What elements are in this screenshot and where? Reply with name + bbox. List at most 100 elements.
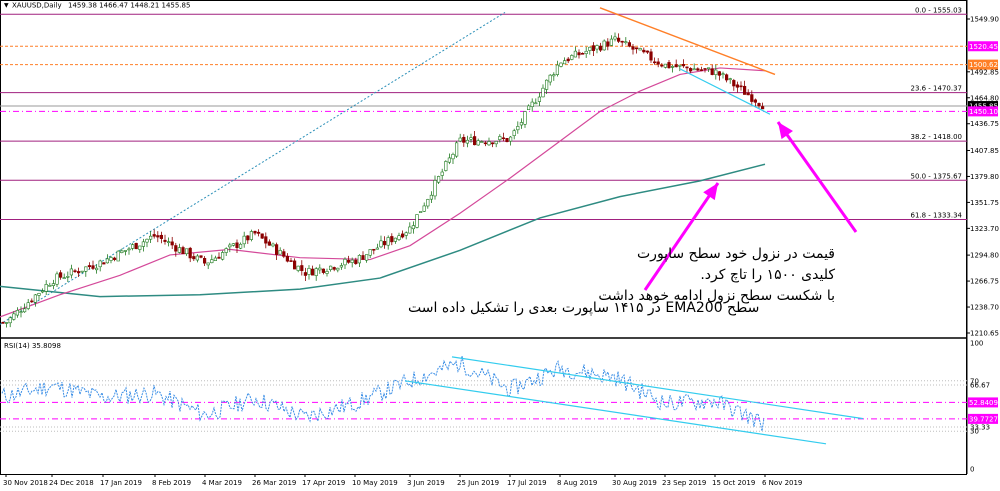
candle-body [609,38,613,46]
candle-body [325,271,329,274]
candle-body [692,68,696,71]
candle-body [649,51,653,61]
candle-body [451,153,455,160]
candle-body [91,265,95,269]
date-label-1: 24 Dec 2018 [49,479,94,487]
candle-body [12,313,16,320]
date-label-7: 10 May 2019 [352,479,398,487]
candle-body [5,322,9,324]
candle-body [26,302,30,309]
candle-body [217,256,221,259]
candle-body [433,180,437,197]
candle-body [444,161,448,171]
price-tick-15: 1210.65 [970,330,999,338]
arrow-to-ema200-head [703,183,718,201]
candle-body [505,138,509,142]
date-label-6: 17 Apr 2019 [302,479,345,487]
candle-body [69,268,73,276]
candle-body [210,259,214,264]
candle-body [113,257,117,260]
candle-body [472,136,477,146]
price-tick-2: 1500.62 [969,61,998,69]
candle-body [598,45,603,51]
candle-body [462,136,466,143]
rsi-tick-0: 100 [970,340,983,348]
rsi-tag-3 [968,397,998,408]
candle-body [185,248,189,255]
candle-body [595,45,599,50]
candle-body [739,85,743,88]
price-tick-6: 1450.10 [969,108,998,116]
candle-body [145,238,149,243]
candle-body [670,66,675,68]
candle-body [80,270,84,273]
candle-body [613,36,617,40]
candle-body [717,71,721,76]
candle-body [181,247,185,255]
candle-body [544,79,549,90]
candle-body [300,265,304,271]
candle-body [51,283,55,286]
candle-body [62,277,66,279]
candle-body [487,141,491,146]
candle-body [296,265,300,271]
candle-body [483,142,488,145]
candle-body [660,64,664,67]
candles-group [1,32,765,328]
date-label-8: 3 Jun 2019 [407,479,445,487]
candle-body [382,240,387,246]
candle-body [174,245,178,252]
fib-label-2: 38.2 - 1418.00 [910,133,962,141]
candle-body [652,61,657,64]
date-label-12: 30 Aug 2019 [612,479,657,487]
candle-body [138,245,142,250]
candle-body [350,259,354,263]
price-tick-0: 1549.90 [970,16,999,24]
candle-body [346,259,351,263]
candle-body [753,99,757,103]
candle-body [530,101,534,108]
candle-body [760,106,765,110]
candle-body [454,142,459,157]
candle-body [573,50,577,58]
candle-body [310,268,315,276]
candle-body [231,243,236,246]
dotted-trendline [0,12,506,325]
candle-body [221,252,225,260]
price-tag-5 [968,101,998,112]
candle-body [109,257,113,261]
candle-body [292,260,297,270]
candle-body [494,141,498,145]
candle-body [746,92,750,96]
candle-body [336,267,340,271]
candle-body [436,176,441,183]
chart-frame [0,0,967,475]
candle-body [375,247,380,250]
candle-body [213,257,218,261]
candle-body [195,255,200,261]
candle-body [278,250,282,255]
candle-body [224,248,228,253]
candle-body [526,105,531,110]
candle-body [246,235,250,241]
candle-body [656,61,660,65]
candle-body [199,255,203,258]
candle-body [501,137,506,140]
date-label-5: 26 Mar 2019 [252,479,296,487]
candle-body [188,247,192,259]
candle-body [627,42,631,47]
candle-body [228,244,232,248]
candle-body [552,74,556,77]
candle-body [40,290,45,293]
annotation-line-1: قیمت در نزول خود سطح ساپورت [637,246,835,262]
candle-body [562,60,567,65]
annotation-line-3: با شکست سطح نزول ادامه خوهد داشت [598,288,835,304]
candle-body [512,130,516,136]
candle-body [48,285,52,287]
candle-body [616,37,621,42]
rsi-tick-2: 66.67 [970,381,990,389]
candle-body [357,254,362,264]
candle-body [469,137,473,140]
